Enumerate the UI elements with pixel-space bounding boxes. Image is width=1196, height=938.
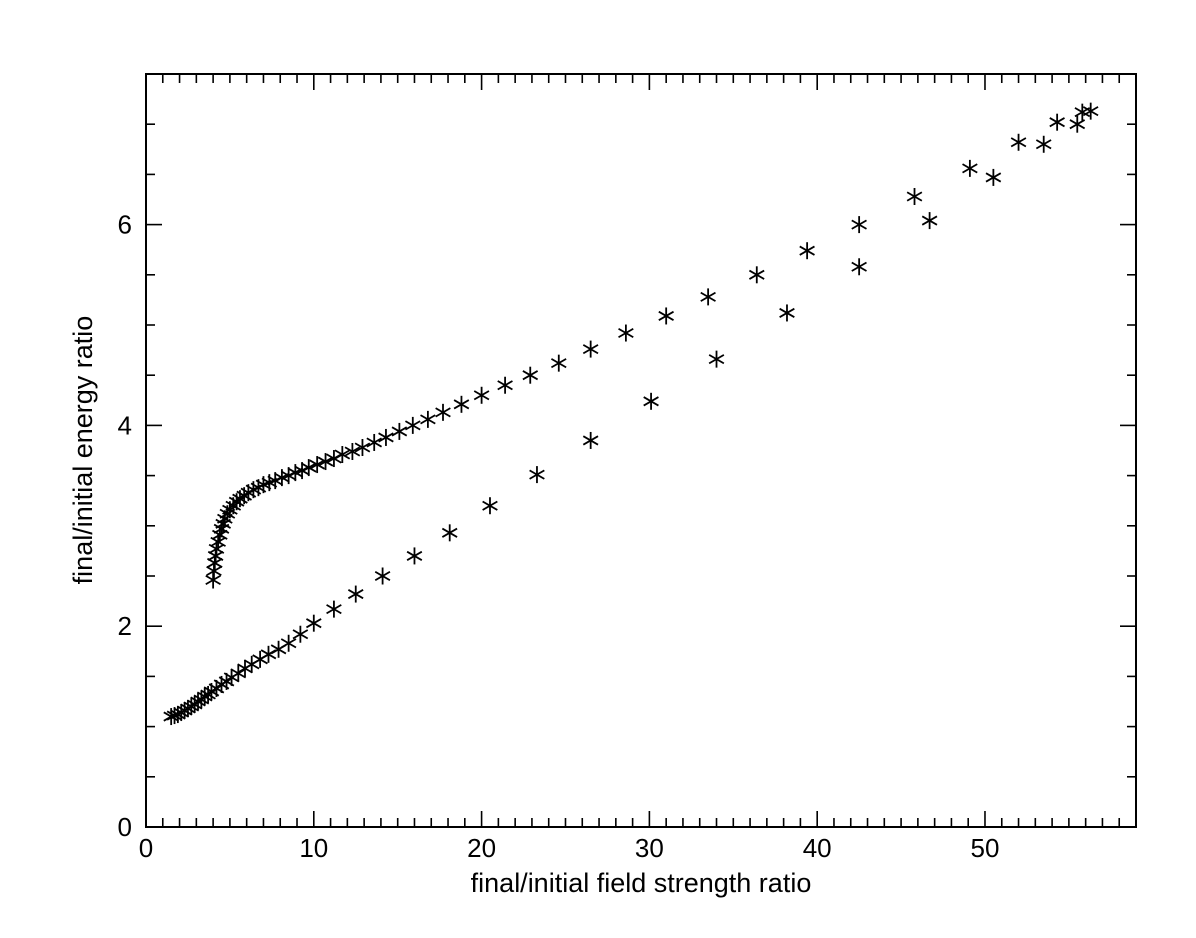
y-tick-label: 6 xyxy=(118,210,132,240)
data-point xyxy=(305,614,322,632)
data-point xyxy=(309,456,325,474)
data-point xyxy=(334,446,351,464)
x-tick-label: 10 xyxy=(299,833,328,863)
axis-ticks xyxy=(145,73,1137,828)
data-point xyxy=(921,212,938,230)
data-point xyxy=(292,625,309,643)
data-markers xyxy=(163,102,1099,726)
data-point xyxy=(779,304,795,322)
data-point xyxy=(851,258,867,276)
data-point xyxy=(658,307,674,325)
data-point xyxy=(1035,135,1052,153)
y-axis-label: final/initial energy ratio xyxy=(68,316,98,585)
data-point xyxy=(404,416,421,434)
data-point xyxy=(799,242,815,260)
data-point xyxy=(270,640,287,658)
data-point xyxy=(851,216,867,234)
data-point xyxy=(344,443,361,461)
data-point xyxy=(748,266,765,284)
data-point xyxy=(582,431,599,449)
x-tick-label: 40 xyxy=(803,833,832,863)
x-axis-label: final/initial field strength ratio xyxy=(471,868,812,898)
data-point xyxy=(374,567,391,585)
data-point xyxy=(985,168,1002,186)
data-point xyxy=(420,410,436,428)
x-tick-label: 0 xyxy=(139,833,153,863)
data-point xyxy=(1010,133,1027,151)
x-tick-label: 50 xyxy=(971,833,1000,863)
data-point xyxy=(230,664,247,682)
data-point xyxy=(962,159,978,177)
data-point xyxy=(354,438,371,456)
data-point xyxy=(550,354,567,372)
data-point xyxy=(582,340,599,358)
y-tick-label: 4 xyxy=(118,410,132,440)
y-tick-label: 2 xyxy=(118,611,132,641)
data-point xyxy=(317,453,334,471)
data-point xyxy=(406,547,423,565)
data-point xyxy=(347,585,364,603)
data-point xyxy=(300,459,317,477)
tick-labels: 0 10 20 30 40 50 0 2 4 6 xyxy=(118,210,1000,863)
plot-frame xyxy=(145,73,1137,828)
data-point xyxy=(1074,103,1091,121)
x-tick-label: 30 xyxy=(635,833,664,863)
data-point xyxy=(473,386,490,404)
data-point xyxy=(366,433,383,451)
data-point xyxy=(391,422,408,440)
data-point xyxy=(497,376,513,394)
data-point xyxy=(906,187,923,205)
data-point xyxy=(522,366,539,384)
data-point xyxy=(700,288,716,306)
data-point xyxy=(435,403,451,421)
data-point xyxy=(378,428,394,446)
data-point xyxy=(643,392,659,410)
data-point xyxy=(441,524,458,542)
data-point xyxy=(280,634,297,652)
data-point xyxy=(618,324,634,342)
y-tick-label: 0 xyxy=(118,812,132,842)
x-tick-label: 20 xyxy=(467,833,496,863)
data-point xyxy=(529,466,545,484)
data-point xyxy=(326,600,342,618)
data-point xyxy=(708,350,725,368)
data-point xyxy=(1069,115,1086,133)
data-point xyxy=(1049,113,1065,131)
data-point xyxy=(482,497,498,515)
data-point xyxy=(453,395,470,413)
